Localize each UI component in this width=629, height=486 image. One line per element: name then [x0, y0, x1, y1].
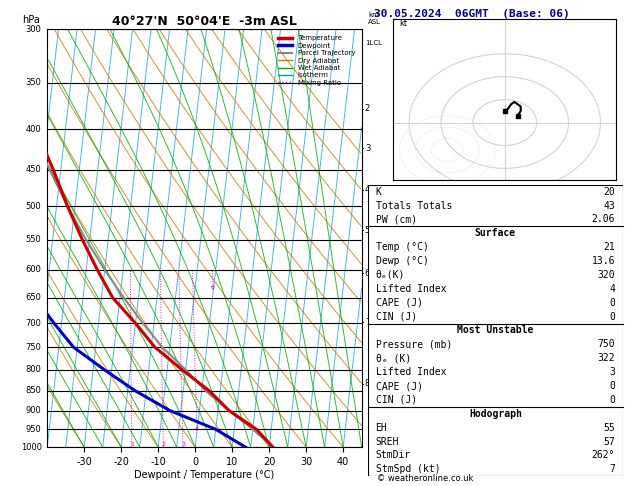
- Text: Mixing Ratio (g/kg): Mixing Ratio (g/kg): [403, 198, 411, 278]
- Text: 500: 500: [26, 202, 42, 211]
- Text: CIN (J): CIN (J): [376, 395, 417, 405]
- Text: 6: 6: [365, 269, 370, 278]
- Text: 2: 2: [162, 442, 165, 447]
- Text: 600: 600: [26, 265, 42, 274]
- Text: Pressure (mb): Pressure (mb): [376, 339, 452, 349]
- Text: 1000: 1000: [21, 443, 42, 451]
- Text: 262°: 262°: [591, 451, 615, 460]
- Text: CIN (J): CIN (J): [376, 312, 417, 322]
- Text: 320: 320: [598, 270, 615, 280]
- Text: km
ASL: km ASL: [368, 12, 381, 25]
- Text: Lifted Index: Lifted Index: [376, 284, 446, 294]
- Text: hPa: hPa: [22, 15, 40, 25]
- Text: PW (cm): PW (cm): [376, 214, 417, 225]
- Text: 700: 700: [26, 319, 42, 328]
- Text: 0: 0: [610, 381, 615, 391]
- Text: kt: kt: [399, 19, 408, 28]
- Text: 7: 7: [365, 318, 370, 327]
- Text: 5: 5: [365, 226, 370, 235]
- Text: 21: 21: [603, 242, 615, 252]
- Text: 57: 57: [603, 436, 615, 447]
- Text: 400: 400: [26, 124, 42, 134]
- Text: 450: 450: [26, 165, 42, 174]
- Text: θₑ(K): θₑ(K): [376, 270, 405, 280]
- Text: 30.05.2024  06GMT  (Base: 06): 30.05.2024 06GMT (Base: 06): [374, 9, 570, 19]
- Text: 1: 1: [130, 442, 134, 447]
- Text: Temp (°C): Temp (°C): [376, 242, 428, 252]
- Text: 3: 3: [181, 442, 185, 447]
- Text: θₑ (K): θₑ (K): [376, 353, 411, 363]
- Text: 950: 950: [26, 425, 42, 434]
- Text: Totals Totals: Totals Totals: [376, 201, 452, 210]
- Text: SREH: SREH: [376, 436, 399, 447]
- Text: 43: 43: [603, 201, 615, 210]
- Text: Most Unstable: Most Unstable: [457, 326, 533, 335]
- Text: 0: 0: [610, 395, 615, 405]
- Text: Surface: Surface: [475, 228, 516, 238]
- Text: K: K: [376, 187, 381, 197]
- Text: CAPE (J): CAPE (J): [376, 381, 423, 391]
- Text: 7: 7: [610, 464, 615, 474]
- Text: 3: 3: [610, 367, 615, 377]
- Text: 900: 900: [26, 406, 42, 415]
- Text: © weatheronline.co.uk: © weatheronline.co.uk: [377, 474, 474, 483]
- Text: StmSpd (kt): StmSpd (kt): [376, 464, 440, 474]
- Text: 55: 55: [603, 423, 615, 433]
- Text: 850: 850: [26, 386, 42, 395]
- Text: 3: 3: [365, 143, 370, 153]
- Legend: Temperature, Dewpoint, Parcel Trajectory, Dry Adiabat, Wet Adiabat, Isotherm, Mi: Temperature, Dewpoint, Parcel Trajectory…: [276, 33, 358, 88]
- Text: 6: 6: [211, 285, 215, 290]
- Text: 0: 0: [610, 312, 615, 322]
- Text: 0: 0: [610, 298, 615, 308]
- Text: Lifted Index: Lifted Index: [376, 367, 446, 377]
- Text: 322: 322: [598, 353, 615, 363]
- Text: 4: 4: [610, 284, 615, 294]
- Text: 8: 8: [365, 380, 370, 388]
- Text: 2: 2: [365, 104, 370, 113]
- X-axis label: Dewpoint / Temperature (°C): Dewpoint / Temperature (°C): [135, 469, 274, 480]
- Text: 750: 750: [598, 339, 615, 349]
- Text: 4: 4: [195, 426, 199, 431]
- Text: Dewp (°C): Dewp (°C): [376, 256, 428, 266]
- Text: 300: 300: [26, 25, 42, 34]
- Text: Hodograph: Hodograph: [469, 409, 522, 419]
- Text: 800: 800: [26, 365, 42, 374]
- Title: 40°27'N  50°04'E  -3m ASL: 40°27'N 50°04'E -3m ASL: [112, 15, 297, 28]
- Text: 13.6: 13.6: [591, 256, 615, 266]
- Text: 1LCL: 1LCL: [365, 40, 382, 46]
- Text: 2.06: 2.06: [591, 214, 615, 225]
- Text: CAPE (J): CAPE (J): [376, 298, 423, 308]
- Text: 650: 650: [26, 293, 42, 302]
- Text: 550: 550: [26, 235, 42, 244]
- Text: 20: 20: [603, 187, 615, 197]
- Text: 350: 350: [26, 78, 42, 87]
- Text: StmDir: StmDir: [376, 451, 411, 460]
- Text: EH: EH: [376, 423, 387, 433]
- Text: 4: 4: [365, 185, 370, 194]
- Text: 750: 750: [26, 343, 42, 352]
